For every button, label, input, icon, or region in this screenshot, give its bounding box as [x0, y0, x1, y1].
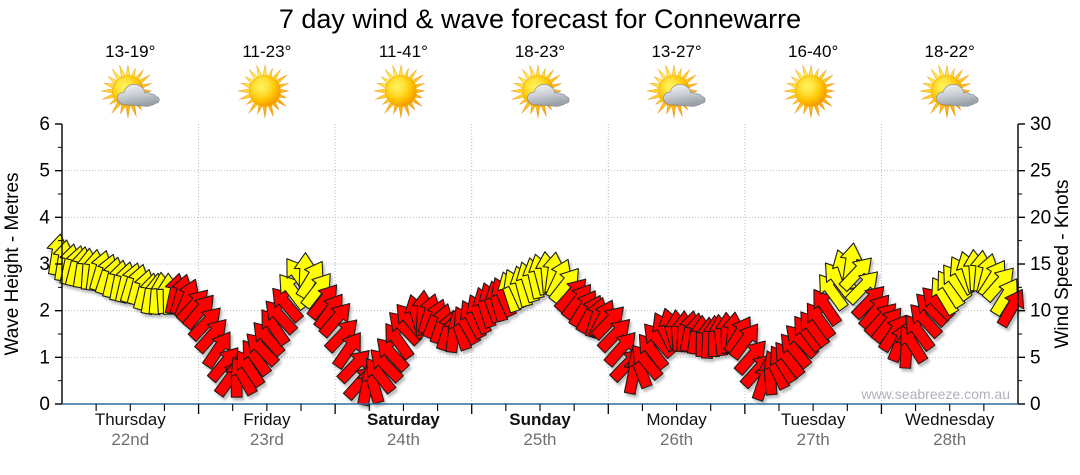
svg-text:6: 6	[39, 114, 50, 135]
svg-text:www.seabreeze.com.au: www.seabreeze.com.au	[860, 386, 1010, 402]
svg-text:30: 30	[1030, 114, 1051, 135]
svg-text:5: 5	[1030, 347, 1041, 368]
svg-text:0: 0	[1030, 394, 1041, 415]
svg-text:Wind Speed - Knots: Wind Speed - Knots	[1052, 180, 1073, 349]
svg-text:4: 4	[39, 207, 50, 228]
svg-text:25: 25	[1030, 161, 1051, 182]
svg-text:1: 1	[39, 347, 50, 368]
svg-text:15: 15	[1030, 254, 1051, 275]
svg-text:20: 20	[1030, 207, 1051, 228]
svg-text:2: 2	[39, 301, 50, 322]
svg-text:3: 3	[39, 254, 50, 275]
svg-text:Wave Height - Metres: Wave Height - Metres	[2, 172, 23, 355]
svg-text:5: 5	[39, 161, 50, 182]
svg-text:10: 10	[1030, 301, 1051, 322]
svg-text:0: 0	[39, 394, 50, 415]
